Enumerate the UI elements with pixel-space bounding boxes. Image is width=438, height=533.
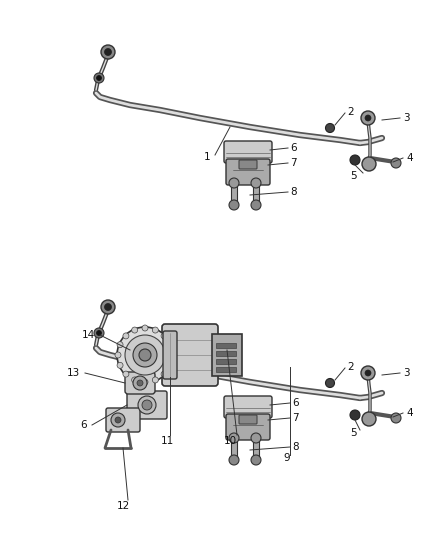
Text: 8: 8 <box>290 187 297 197</box>
Circle shape <box>139 349 151 361</box>
Circle shape <box>325 378 335 387</box>
Circle shape <box>96 76 102 80</box>
FancyBboxPatch shape <box>127 391 167 419</box>
Circle shape <box>229 433 239 443</box>
FancyBboxPatch shape <box>224 396 272 418</box>
Circle shape <box>132 377 138 383</box>
Circle shape <box>115 417 121 423</box>
Text: 8: 8 <box>292 442 299 452</box>
Circle shape <box>167 342 173 348</box>
FancyBboxPatch shape <box>224 141 272 163</box>
Bar <box>216 367 236 372</box>
Circle shape <box>101 45 115 59</box>
Text: 3: 3 <box>403 368 410 378</box>
Text: 9: 9 <box>284 453 290 463</box>
FancyBboxPatch shape <box>239 415 257 424</box>
Circle shape <box>115 352 121 358</box>
FancyBboxPatch shape <box>212 334 242 376</box>
Text: 14: 14 <box>82 330 95 340</box>
Bar <box>253 183 259 205</box>
Circle shape <box>391 158 401 168</box>
Circle shape <box>362 412 376 426</box>
Text: 12: 12 <box>117 501 130 511</box>
Text: 5: 5 <box>350 171 357 181</box>
Circle shape <box>133 343 157 367</box>
Text: 10: 10 <box>223 436 237 446</box>
FancyBboxPatch shape <box>226 159 270 185</box>
Circle shape <box>229 455 239 465</box>
FancyBboxPatch shape <box>239 160 257 169</box>
Circle shape <box>350 155 360 165</box>
Text: 1: 1 <box>203 152 210 162</box>
Circle shape <box>101 300 115 314</box>
Circle shape <box>105 303 112 311</box>
Circle shape <box>137 380 143 386</box>
Circle shape <box>105 49 112 55</box>
Text: 2: 2 <box>347 107 353 117</box>
Bar <box>216 343 236 348</box>
Circle shape <box>94 328 104 338</box>
Text: 11: 11 <box>160 436 173 446</box>
Circle shape <box>152 377 158 383</box>
Text: 2: 2 <box>347 362 353 372</box>
Circle shape <box>350 410 360 420</box>
Circle shape <box>161 371 167 377</box>
Circle shape <box>167 362 173 368</box>
Text: 5: 5 <box>350 428 357 438</box>
Text: 3: 3 <box>403 113 410 123</box>
Bar <box>231 438 237 460</box>
Circle shape <box>391 413 401 423</box>
Text: 6: 6 <box>290 143 297 153</box>
FancyBboxPatch shape <box>162 324 218 386</box>
Circle shape <box>142 325 148 331</box>
Circle shape <box>125 335 165 375</box>
Circle shape <box>111 413 125 427</box>
Text: 7: 7 <box>292 413 299 423</box>
Circle shape <box>142 400 152 410</box>
Circle shape <box>123 333 129 339</box>
Text: 7: 7 <box>290 158 297 168</box>
Bar <box>216 359 236 364</box>
Circle shape <box>229 178 239 188</box>
Circle shape <box>325 124 335 133</box>
Circle shape <box>142 379 148 385</box>
Circle shape <box>152 327 158 333</box>
Circle shape <box>365 115 371 121</box>
Text: 13: 13 <box>67 368 80 378</box>
Bar <box>253 438 259 460</box>
Circle shape <box>161 333 167 339</box>
Circle shape <box>365 370 371 376</box>
Text: 6: 6 <box>81 420 87 430</box>
Circle shape <box>251 200 261 210</box>
Bar <box>216 351 236 356</box>
Circle shape <box>123 371 129 377</box>
FancyBboxPatch shape <box>106 408 140 432</box>
Circle shape <box>251 433 261 443</box>
Text: 6: 6 <box>292 398 299 408</box>
Circle shape <box>169 352 175 358</box>
Circle shape <box>133 376 147 390</box>
Circle shape <box>138 396 156 414</box>
Circle shape <box>117 327 173 383</box>
FancyBboxPatch shape <box>163 331 177 379</box>
Circle shape <box>117 362 123 368</box>
Bar <box>231 183 237 205</box>
Circle shape <box>362 157 376 171</box>
Circle shape <box>94 73 104 83</box>
Text: 4: 4 <box>406 408 413 418</box>
Circle shape <box>251 178 261 188</box>
Circle shape <box>96 330 102 335</box>
FancyBboxPatch shape <box>125 372 155 394</box>
Circle shape <box>361 111 375 125</box>
Circle shape <box>229 200 239 210</box>
Circle shape <box>251 455 261 465</box>
Circle shape <box>361 366 375 380</box>
Text: 4: 4 <box>406 153 413 163</box>
Circle shape <box>117 342 123 348</box>
Circle shape <box>132 327 138 333</box>
FancyBboxPatch shape <box>226 414 270 440</box>
